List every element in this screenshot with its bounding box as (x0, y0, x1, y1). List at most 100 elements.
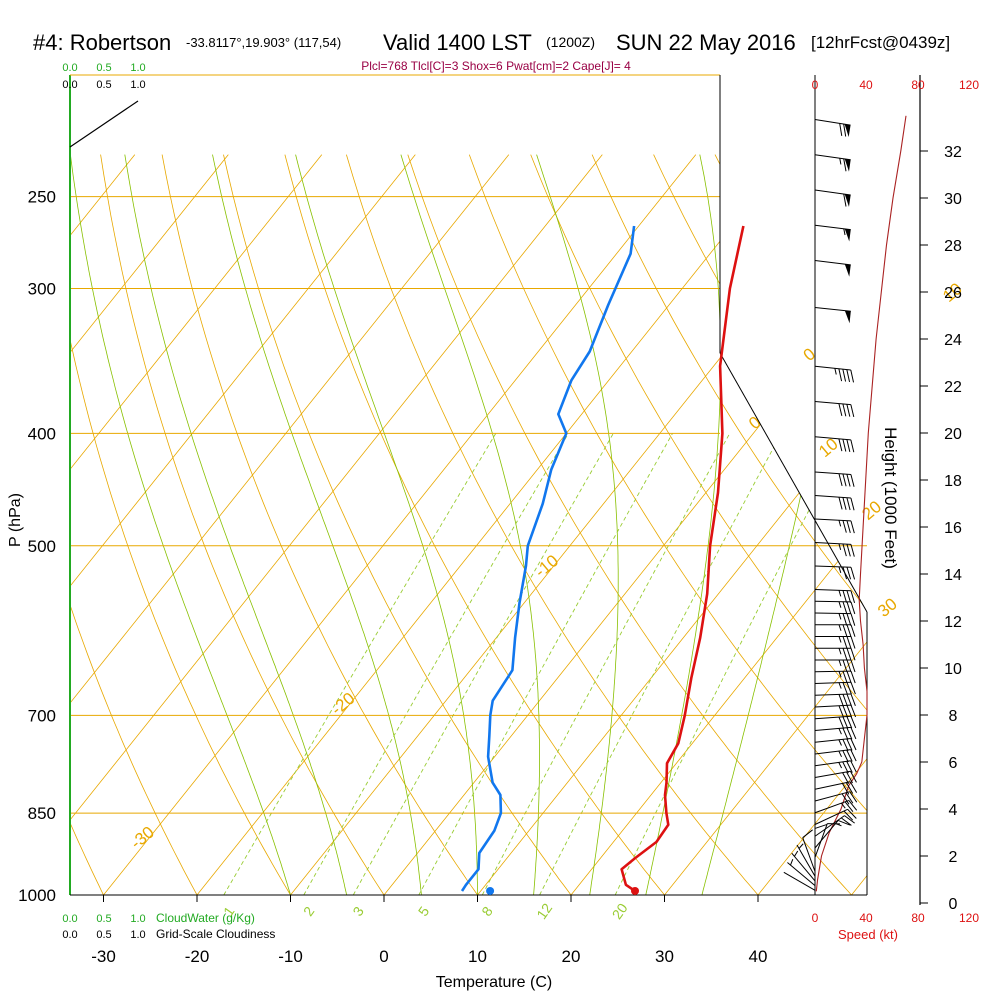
isotherm (831, 154, 867, 895)
dry-adiabat (70, 154, 306, 895)
isotherm-label: 0 (745, 413, 764, 434)
wind-barb-pennant (844, 124, 851, 137)
wind-barb-half-feather (838, 648, 842, 655)
height-tick-label: 10 (944, 661, 962, 678)
wind-barb-shaft (814, 781, 851, 790)
cloudiness-tick: 0.5 (96, 79, 111, 91)
mixing-ratio-label: 12 (533, 900, 555, 922)
moist-adiabat (295, 154, 478, 895)
wind-barb-feather (842, 566, 848, 580)
wind-barb (814, 737, 857, 752)
surface-dewpoint-point (486, 886, 495, 895)
mixing-ratio-line (614, 433, 850, 895)
isotherm (70, 154, 229, 895)
isotherm (738, 154, 867, 895)
speed-tick-label: 0 (812, 911, 819, 925)
wind-barb-shaft (791, 853, 816, 882)
wind-barb (814, 154, 851, 172)
pressure-tick-label: 400 (28, 424, 56, 443)
wind-barb-shaft (814, 715, 851, 720)
wind-barb (814, 471, 855, 487)
wind-barb-feather (850, 601, 856, 615)
isotherm (177, 154, 790, 895)
wind-barb-feather (842, 682, 848, 695)
wind-barb (814, 693, 856, 707)
cloudwater-tick: 0.5 (96, 62, 111, 74)
mixing-ratio-label: 5 (415, 903, 433, 919)
wind-barb-feather (842, 613, 848, 626)
wind-barb-feather (838, 473, 843, 487)
plot-frame (69, 74, 868, 896)
wind-barb (814, 681, 856, 695)
wind-barb-feather (846, 716, 853, 729)
wind-barb-feather (846, 738, 853, 751)
speed-tick-label: 40 (859, 78, 873, 92)
wind-barb-feather (846, 749, 853, 762)
wind-barb (814, 542, 855, 557)
wind-barb-half-feather (794, 850, 799, 857)
wind-barb-half-feather (838, 750, 842, 758)
isotherm (70, 154, 416, 895)
wind-barb-feather (846, 544, 851, 557)
wind-barb-feather (850, 369, 855, 383)
wind-barb-half-feather (838, 636, 842, 643)
wind-barb-feather (843, 158, 847, 172)
wind-barb-feather (850, 771, 857, 783)
wind-barb-feather (850, 693, 856, 707)
wind-barb-shaft (787, 862, 816, 886)
y-axis-label: P (hPa) (7, 493, 24, 547)
wind-barb-feather (840, 817, 852, 826)
wind-barb (815, 624, 856, 637)
wind-barb-shaft (796, 844, 816, 877)
wind-barb-shaft (814, 815, 845, 837)
wind-barb (814, 436, 855, 453)
cloudwater-tick: 0.0 (62, 62, 77, 74)
x-tick-label: -10 (278, 947, 303, 966)
wind-barb (814, 781, 858, 795)
wind-barb-feather (838, 368, 843, 382)
wind-barb-half-feather (838, 682, 842, 689)
dry-adiabat (530, 154, 867, 895)
wind-barb (814, 565, 856, 580)
height-tick-label: 4 (949, 802, 958, 819)
pressure-tick-label: 500 (28, 537, 56, 556)
wind-barb-feather (842, 543, 847, 557)
wind-barb-shaft (814, 401, 851, 406)
wind-barb-feather (845, 782, 854, 794)
valid-date: SUN 22 May 2016 (616, 30, 796, 55)
wind-barb-feather (843, 123, 847, 137)
wind-barb (814, 600, 856, 615)
cloudwater-tick: 1.0 (130, 62, 145, 74)
wind-barb (814, 770, 857, 784)
mixing-ratio-line (223, 433, 497, 895)
height-tick-label: 28 (944, 238, 962, 255)
wind-barb-shaft (814, 737, 851, 743)
cloudiness-label: Grid-Scale Cloudiness (156, 927, 275, 941)
wind-barb-shaft (814, 791, 850, 802)
height-tick-label: 12 (944, 614, 962, 631)
pressure-tick-label: 850 (28, 804, 56, 823)
wind-barb (814, 823, 828, 865)
isotherm (70, 154, 323, 895)
height-axis-label: Height (1000 Feet) (881, 427, 900, 569)
wind-barb-shaft (814, 808, 848, 825)
wind-barb-feather (850, 544, 855, 557)
dry-adiabat (70, 154, 211, 895)
x-tick-label: 0 (379, 947, 388, 966)
wind-barb-shaft (814, 612, 852, 615)
station-name: #4: Robertson (33, 30, 171, 55)
wind-barb-feather (850, 682, 856, 695)
wind-barb-shaft (814, 681, 851, 684)
wind-barb-feather (846, 520, 851, 534)
isotherm (551, 154, 867, 895)
wind-barb-feather (838, 716, 845, 729)
wind-barb-shaft (814, 726, 851, 731)
height-tick-label: 20 (944, 426, 962, 443)
wind-barb-feather (846, 566, 852, 580)
valid-time: Valid 1400 LST (383, 30, 532, 55)
height-tick-label: 26 (944, 285, 962, 302)
surface-temperature-point (631, 886, 640, 895)
wind-barb-feather (846, 474, 851, 487)
wind-barb-feather (846, 705, 853, 718)
moist-adiabats (70, 154, 856, 895)
